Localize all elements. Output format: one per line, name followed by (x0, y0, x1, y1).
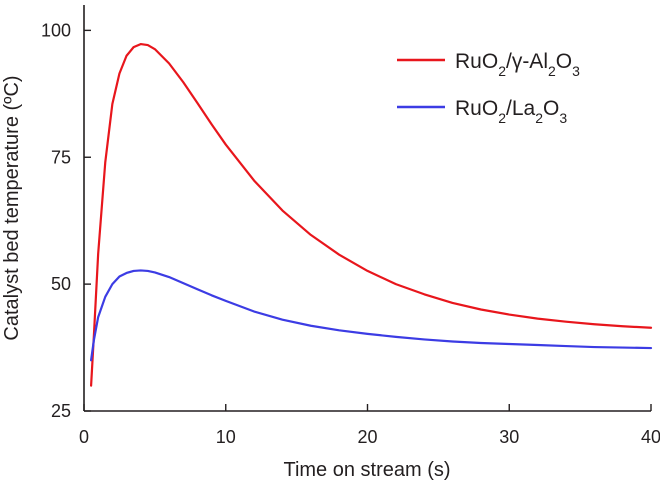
legend-label-0: RuO2/γ-Al2O3 (455, 50, 580, 79)
y-tick-label: 25 (51, 401, 71, 421)
legend-label-part: 2 (498, 110, 506, 126)
x-axis-title: Time on stream (s) (283, 459, 450, 481)
legend-label-part: /γ-Al (506, 50, 548, 73)
legend-label-part: 2 (535, 110, 543, 126)
legend-label-part: 3 (559, 110, 567, 126)
x-axis-ticks: 0 10 20 30 40 (79, 404, 660, 447)
legend-label-part: 2 (548, 63, 556, 79)
y-tick-label: 75 (51, 147, 71, 167)
series-line-0 (89, 42, 653, 387)
x-tick-label: 30 (499, 427, 519, 447)
legend-label-part: 2 (498, 63, 506, 79)
legend-label-part: RuO (455, 97, 498, 120)
legend-label-part: RuO (455, 50, 498, 73)
x-tick-label: 20 (357, 427, 377, 447)
y-axis-title: Catalyst bed temperature (ºC) (1, 75, 23, 340)
x-tick-label: 40 (641, 427, 660, 447)
legend-label-1: RuO2/La2O3 (455, 97, 567, 126)
y-tick-label: 100 (41, 20, 71, 40)
y-tick-label: 50 (51, 274, 71, 294)
legend-label-part: /La (506, 97, 536, 120)
x-tick-label: 10 (216, 427, 236, 447)
series-line-1 (89, 269, 653, 362)
legend-label-part: 3 (572, 63, 580, 79)
series-lines (89, 42, 653, 387)
legend-label-part: O (556, 50, 572, 73)
legend-label-part: O (543, 97, 559, 120)
x-tick-label: 0 (79, 427, 89, 447)
y-axis-ticks: 25 50 75 100 (41, 20, 91, 421)
